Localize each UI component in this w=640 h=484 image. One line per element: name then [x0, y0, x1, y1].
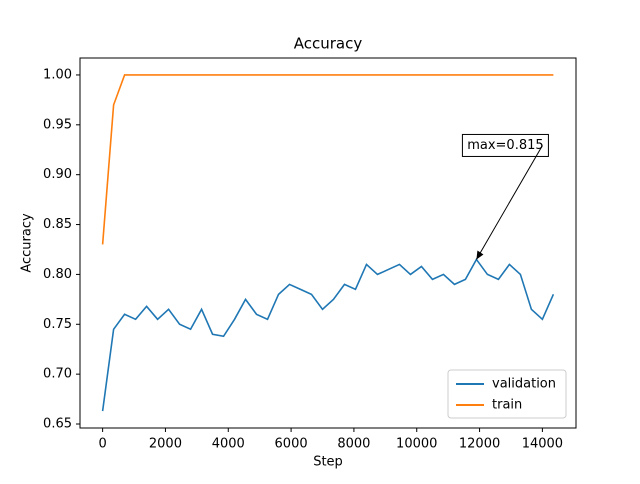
- annotation-arrow: [475, 145, 543, 260]
- plot-area: [79, 57, 577, 429]
- annotation-text: max=0.815: [467, 138, 543, 153]
- x-tick-label: 10000: [396, 437, 437, 452]
- x-axis-label: Step: [313, 455, 343, 470]
- y-axis-label: Accuracy: [20, 213, 35, 273]
- y-tick-label: 0.95: [43, 117, 72, 132]
- line-series: [101, 257, 555, 412]
- legend-label: validation: [492, 377, 556, 392]
- x-tick-label: 8000: [337, 437, 370, 452]
- annotation-arrowhead: [476, 250, 484, 260]
- annotation-box: [461, 133, 549, 157]
- y-tick-label: 0.85: [43, 217, 72, 232]
- y-tick-label: 0.65: [43, 417, 72, 432]
- y-tick-label: 0.70: [43, 367, 72, 382]
- y-tick-label: 0.80: [43, 267, 72, 282]
- y-tick-label: 1.00: [43, 67, 72, 82]
- y-tick-label: 0.90: [43, 167, 72, 182]
- x-tick-label: 14000: [522, 437, 563, 452]
- y-tick-label: 0.75: [43, 317, 72, 332]
- line-series: [101, 74, 554, 245]
- x-tick-label: 4000: [212, 437, 245, 452]
- x-tick-label: 0: [98, 437, 106, 452]
- x-tick-label: 6000: [275, 437, 308, 452]
- x-tick-label: 12000: [459, 437, 500, 452]
- legend-label: train: [492, 398, 522, 413]
- x-tick-label: 2000: [149, 437, 182, 452]
- chart-title: Accuracy: [294, 35, 363, 53]
